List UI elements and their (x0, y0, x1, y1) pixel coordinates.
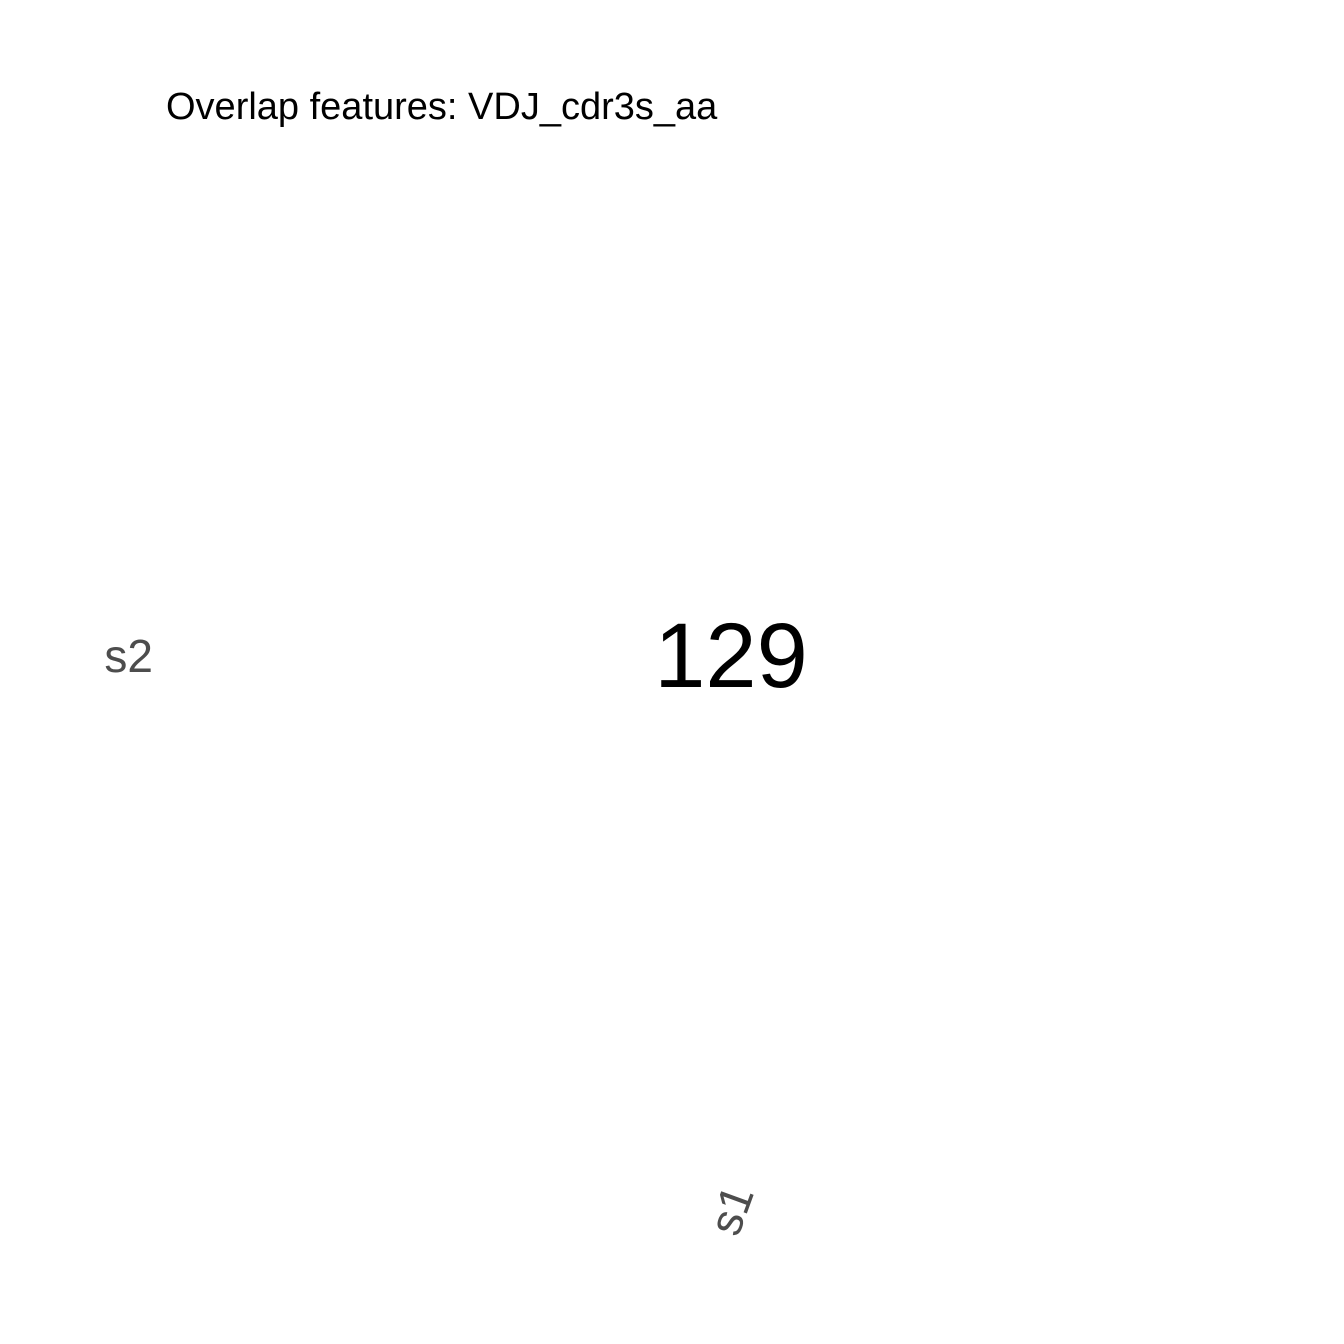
heatmap-cell (166, 170, 1330, 1140)
cells-layer: 129 (166, 170, 1330, 1140)
cell-value-label: 129 (654, 605, 808, 707)
y-tick-label: s2 (104, 630, 153, 682)
chart-title: Overlap features: VDJ_cdr3s_aa (166, 86, 718, 128)
y-axis-ticks: s2 (104, 630, 153, 682)
